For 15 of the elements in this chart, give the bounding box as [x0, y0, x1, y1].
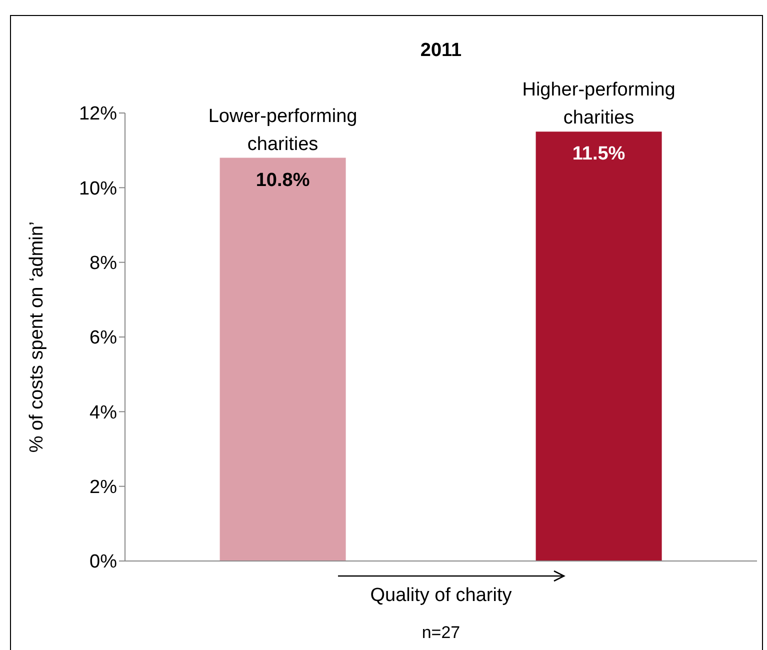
y-tick-label: 6% — [90, 328, 118, 349]
data-label: 10.8% — [256, 170, 310, 191]
y-axis-title: % of costs spent on ‘admin’ — [26, 221, 48, 453]
y-tick-label: 8% — [90, 253, 118, 274]
text: n=27 — [420, 623, 462, 643]
x-axis-title: Quality of charity — [369, 585, 513, 607]
x-tick-label: Lower-performing charities — [208, 106, 358, 155]
y-tick-label: 10% — [78, 178, 118, 200]
x-tick-label: Higher-performing charities — [522, 80, 676, 129]
y-tick-label: 2% — [90, 477, 118, 498]
chart-title: 2011 — [419, 40, 463, 62]
y-tick-label: 0% — [90, 552, 118, 573]
y-tick-label: 12% — [78, 104, 118, 125]
y-tick-label: 4% — [90, 402, 118, 424]
data-label: 11.5% — [572, 144, 626, 165]
